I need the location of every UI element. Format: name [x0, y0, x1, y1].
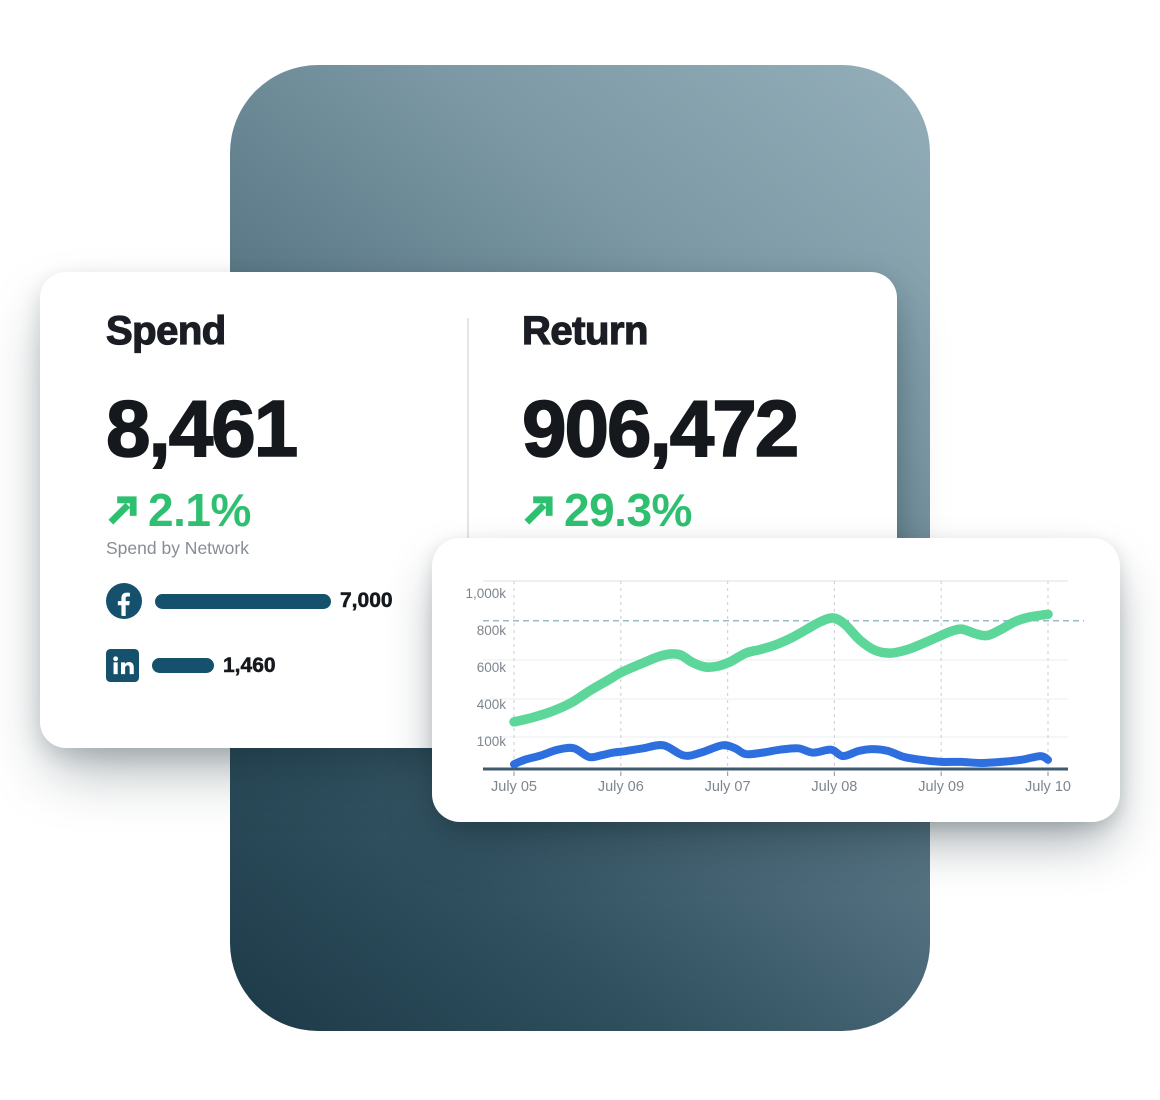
linkedin-icon [106, 649, 139, 682]
facebook-spend-value: 7,000 [340, 589, 393, 613]
x-axis-label: July 08 [811, 779, 857, 795]
column-divider [467, 318, 469, 553]
y-axis-label: 800k [477, 623, 507, 638]
spend-return-card: Spend 8,461 2.1% Spend by Network 7,000 [40, 272, 897, 748]
spend-change-percent: 2.1% [148, 484, 251, 536]
y-axis-label: 600k [477, 660, 507, 675]
return-change-row: 29.3% [522, 484, 692, 536]
return-title: Return [521, 308, 649, 353]
trend-up-arrow-icon [524, 495, 553, 525]
linkedin-spend-bar [152, 658, 214, 673]
x-axis-label: July 09 [918, 779, 964, 795]
x-axis-label: July 10 [1025, 779, 1071, 795]
facebook-spend-row: 7,000 [106, 583, 393, 619]
spend-title: Spend [105, 308, 226, 353]
spend-return-line-chart: July 05 July 06 July 07 July 08 July 09 July … [465, 580, 1084, 795]
spend-by-network-label: Spend by Network [106, 538, 249, 558]
y-axis-label: 100k [477, 734, 507, 749]
linkedin-spend-value: 1,460 [223, 653, 276, 677]
linkedin-spend-row: 1,460 [106, 649, 276, 682]
y-axis-label: 1,000k [465, 586, 506, 601]
spend-change-row: 2.1% [106, 484, 251, 536]
x-axis-label: July 06 [598, 779, 644, 795]
return-line [509, 609, 1053, 727]
y-axis-label: 400k [477, 697, 507, 712]
spend-line [510, 741, 1052, 769]
x-axis-label: July 05 [491, 779, 537, 795]
return-change-percent: 29.3% [564, 484, 692, 536]
return-value: 906,472 [521, 384, 800, 473]
spend-value: 8,461 [105, 384, 299, 473]
facebook-icon [106, 583, 142, 619]
trend-up-arrow-icon [108, 495, 137, 525]
facebook-spend-bar [155, 593, 331, 609]
chart-card: July 05 July 06 July 07 July 08 July 09 July … [432, 538, 1120, 822]
x-axis-label: July 07 [705, 779, 751, 795]
